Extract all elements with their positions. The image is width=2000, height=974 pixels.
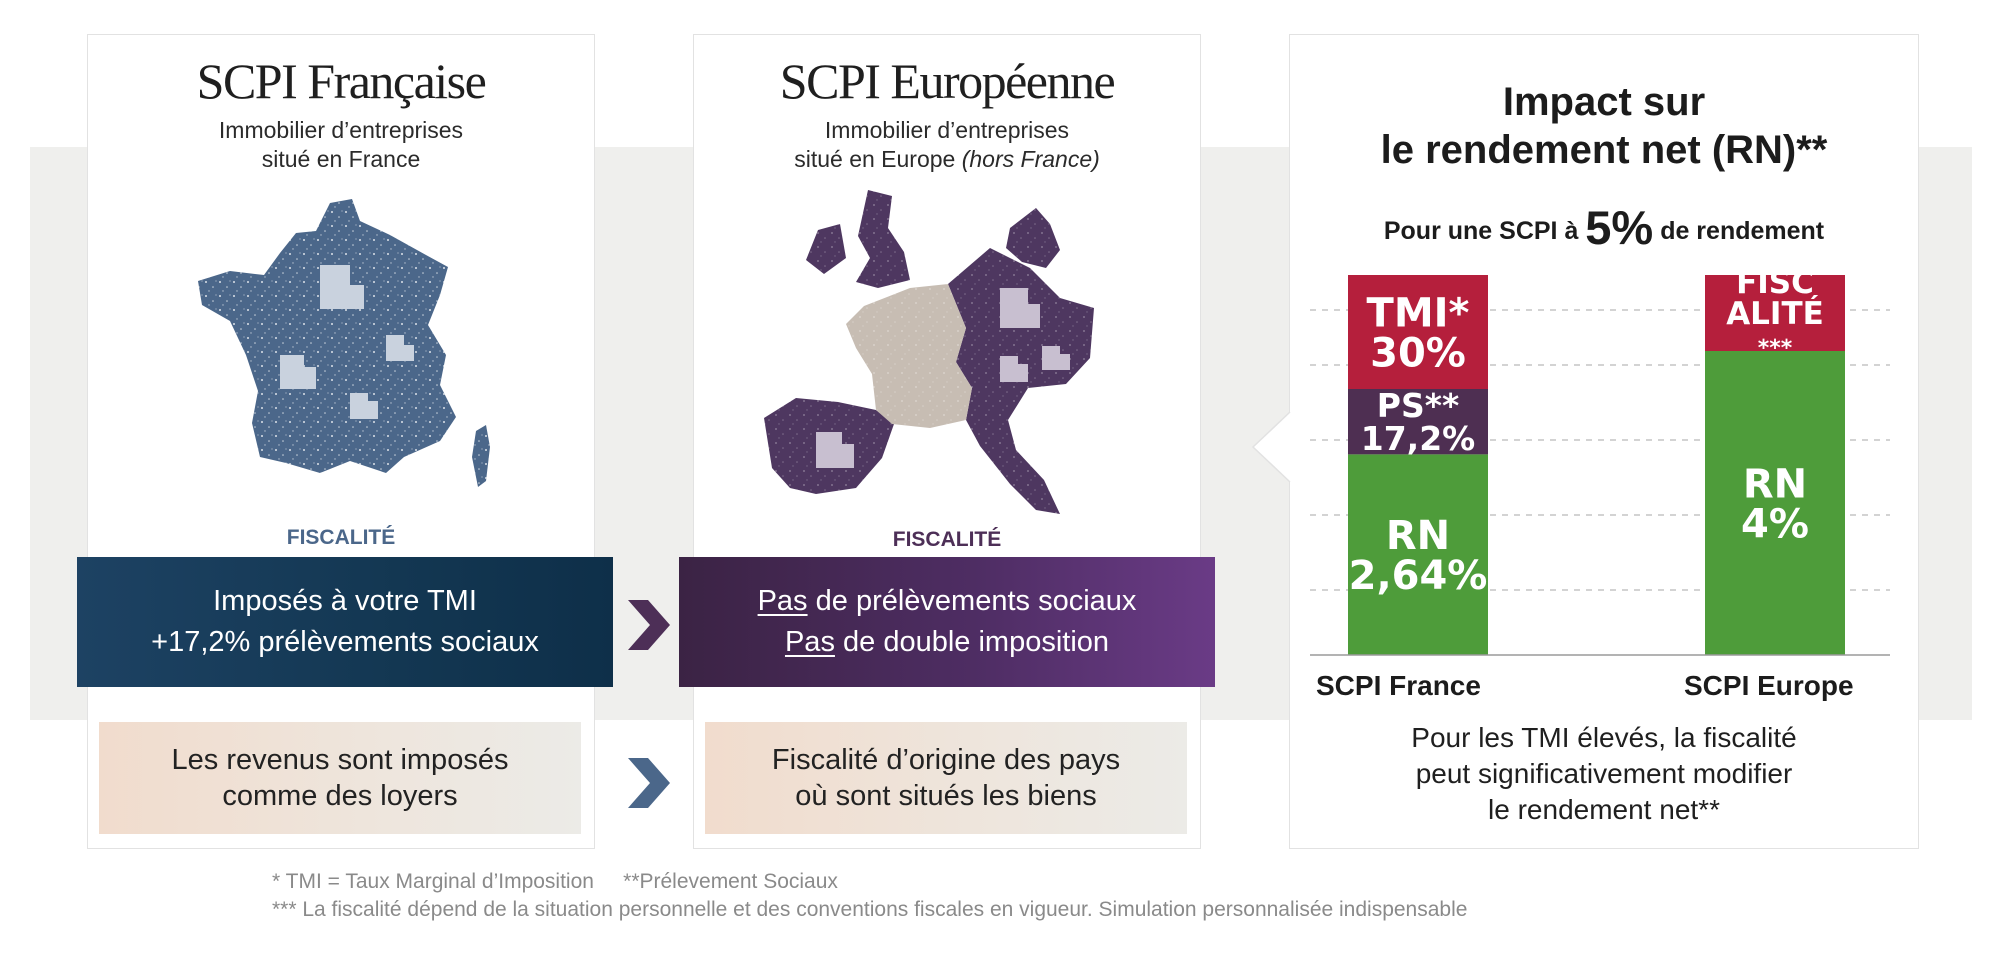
rate-value: 5% (1585, 201, 1654, 254)
chevron-right-icon (628, 600, 670, 650)
segment-label: *** (1758, 336, 1793, 361)
subtitle-france-line-1: Immobilier d’entreprises (218, 117, 464, 143)
category-label-france: SCPI France (1316, 670, 1481, 701)
segment-label: RN (1386, 513, 1450, 559)
segment-label: 2,64% (1349, 553, 1488, 599)
building-icon (320, 265, 364, 309)
subtitle-france-line-2: situé en France (261, 146, 421, 172)
stacked-bar-chart: RN2,64%PS**17,2%TMI*30%RN4%FISCALITÉ*** (1310, 270, 1890, 656)
segment-label: 30% (1370, 330, 1466, 376)
tax-box-france: Imposés à votre TMI +17,2% prélèvements … (77, 557, 613, 687)
building-icon (1042, 346, 1070, 370)
title-scpi-francaise: SCPI Française (196, 53, 487, 109)
europe-map (760, 188, 1120, 518)
conclusion-line-3: le rendement net** (1488, 794, 1720, 825)
title-scpi-europeenne: SCPI Européenne (779, 53, 1116, 109)
bar-segment (1348, 454, 1488, 655)
note-france-line-2: comme des loyers (222, 780, 458, 812)
note-box-france: Les revenus sont imposés comme des loyer… (99, 722, 581, 834)
tax-france-line-2: +17,2% prélèvements sociaux (151, 626, 539, 658)
impact-conclusion: Pour les TMI élevés, la fiscalité peut s… (1289, 720, 1919, 828)
subtitle-europe-line-2: situé en Europe (hors France) (794, 146, 1100, 172)
conclusion-line-2: peut significativement modifier (1415, 758, 1793, 789)
impact-title-line-1: Impact sur (1502, 80, 1706, 124)
impact-title-line-2: le rendement net (RN)** (1380, 128, 1828, 172)
building-icon (280, 355, 316, 389)
bar-segment (1348, 275, 1488, 389)
building-icon (1000, 288, 1040, 328)
building-icon (350, 393, 378, 419)
note-europe-line-1: Fiscalité d’origine des pays (771, 744, 1121, 776)
bar-segment (1348, 389, 1488, 455)
segment-label: 17,2% (1361, 419, 1476, 458)
chevron-right-icon (628, 758, 670, 808)
bar-segment (1705, 275, 1845, 351)
building-icon (1000, 356, 1028, 382)
footnote-line-1: * TMI = Taux Marginal d’Imposition **Pré… (272, 870, 838, 893)
tax-europe-line-2: Pas de double imposition (784, 626, 1110, 658)
segment-label: ALITÉ (1726, 296, 1824, 332)
rate-line: Pour une SCPI à 5% de rendement (1383, 201, 1825, 254)
segment-label: FISC (1736, 270, 1814, 301)
note-france-line-1: Les revenus sont imposés (171, 744, 509, 776)
footnote-line-2: *** La fiscalité dépend de la situation … (272, 898, 1468, 921)
segment-label: TMI* (1367, 290, 1470, 336)
segment-label: 4% (1741, 501, 1809, 547)
fiscalite-label-france: FISCALITÉ (286, 526, 396, 549)
subtitle-europe-line-1: Immobilier d’entreprises (824, 117, 1070, 143)
bar-segment (1705, 351, 1845, 655)
tax-france-line-1: Imposés à votre TMI (213, 585, 477, 617)
note-box-europe: Fiscalité d’origine des pays où sont sit… (705, 722, 1187, 834)
building-icon (816, 432, 854, 468)
impact-title: Impact sur le rendement net (RN)** (1289, 78, 1919, 174)
segment-label: RN (1743, 461, 1807, 507)
segment-label: PS** (1377, 386, 1459, 425)
category-label-europe: SCPI Europe (1684, 670, 1854, 701)
subtitle-europe: Immobilier d’entreprises situé en Europe… (693, 116, 1201, 174)
subtitle-france: Immobilier d’entreprises situé en France (87, 116, 595, 174)
tax-box-europe: Pas de prélèvements sociaux Pas de doubl… (679, 557, 1215, 687)
conclusion-line-1: Pour les TMI élevés, la fiscalité (1411, 722, 1797, 753)
tax-europe-line-1: Pas de prélèvements sociaux (757, 585, 1137, 617)
note-europe-line-2: où sont situés les biens (795, 780, 1097, 812)
building-icon (386, 335, 414, 361)
france-map (198, 199, 490, 487)
callout-pointer (1251, 412, 1291, 482)
fiscalite-label-europe: FISCALITÉ (892, 528, 1002, 551)
